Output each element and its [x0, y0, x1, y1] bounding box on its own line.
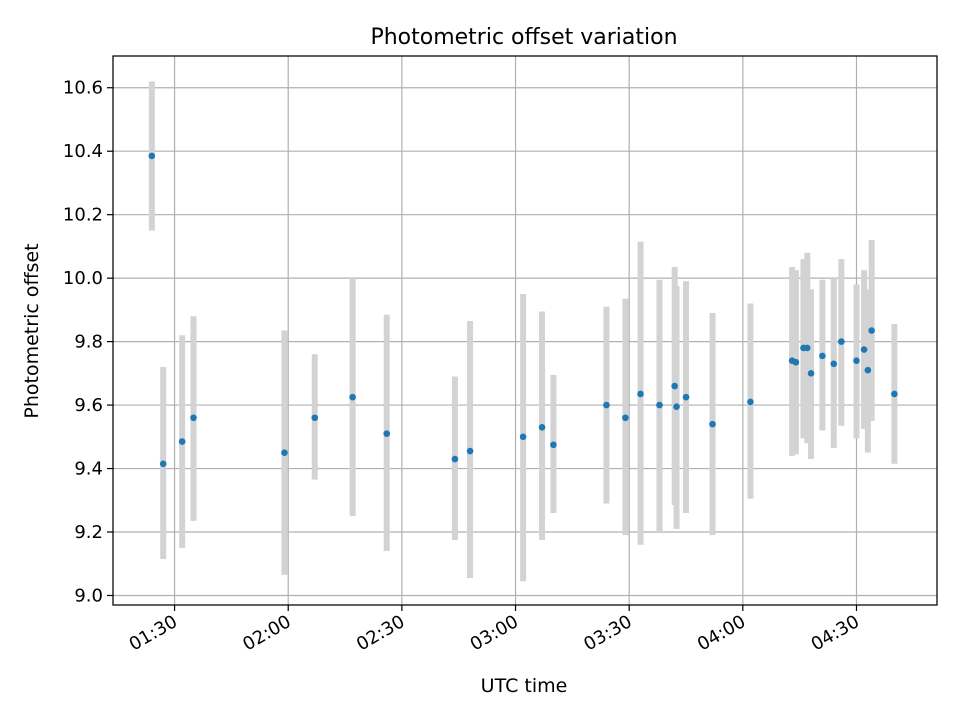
plot-frame — [112, 55, 938, 606]
data-point — [853, 357, 860, 364]
grid-layer — [113, 56, 937, 605]
data-point — [466, 447, 474, 455]
data-point — [637, 390, 644, 398]
y-tick-label: 9.0 — [74, 585, 103, 606]
data-point — [538, 423, 546, 431]
data-point — [673, 403, 680, 410]
chart-title: Photometric offset variation — [370, 25, 677, 50]
data-point — [190, 414, 197, 422]
y-tick-label: 10.2 — [63, 205, 103, 226]
data-point — [819, 352, 826, 360]
data-point — [603, 401, 610, 409]
y-tick-label: 9.2 — [74, 522, 103, 543]
y-tick-label: 9.8 — [74, 332, 103, 353]
y-tick-label: 10.0 — [63, 268, 103, 289]
data-point — [709, 420, 716, 428]
x-axis-label: UTC time — [481, 675, 568, 697]
data-point — [159, 460, 167, 468]
data-point — [451, 455, 459, 463]
data-point — [178, 438, 186, 445]
y-tick-label: 10.6 — [63, 78, 103, 99]
data-point — [550, 441, 557, 449]
data-point — [807, 370, 815, 377]
marker-layer — [148, 152, 898, 468]
data-point — [349, 393, 356, 401]
data-point — [622, 414, 629, 422]
data-point — [281, 449, 288, 456]
data-point — [830, 360, 838, 368]
data-point — [682, 393, 690, 401]
data-point — [792, 358, 800, 366]
data-point — [891, 390, 898, 398]
y-tick-label: 9.4 — [74, 459, 103, 480]
data-point — [864, 366, 872, 374]
data-point — [803, 344, 811, 352]
data-point — [311, 414, 319, 422]
data-point — [383, 430, 391, 437]
data-point — [671, 382, 678, 390]
data-point — [656, 401, 663, 409]
data-point — [148, 152, 156, 160]
y-axis-label: Photometric offset — [21, 243, 43, 418]
data-point — [860, 346, 868, 353]
data-point — [868, 327, 875, 334]
data-point — [838, 338, 845, 345]
y-tick-label: 10.4 — [63, 141, 103, 162]
data-point — [519, 433, 527, 441]
data-point — [747, 398, 754, 406]
y-tick-label: 9.6 — [74, 395, 103, 416]
